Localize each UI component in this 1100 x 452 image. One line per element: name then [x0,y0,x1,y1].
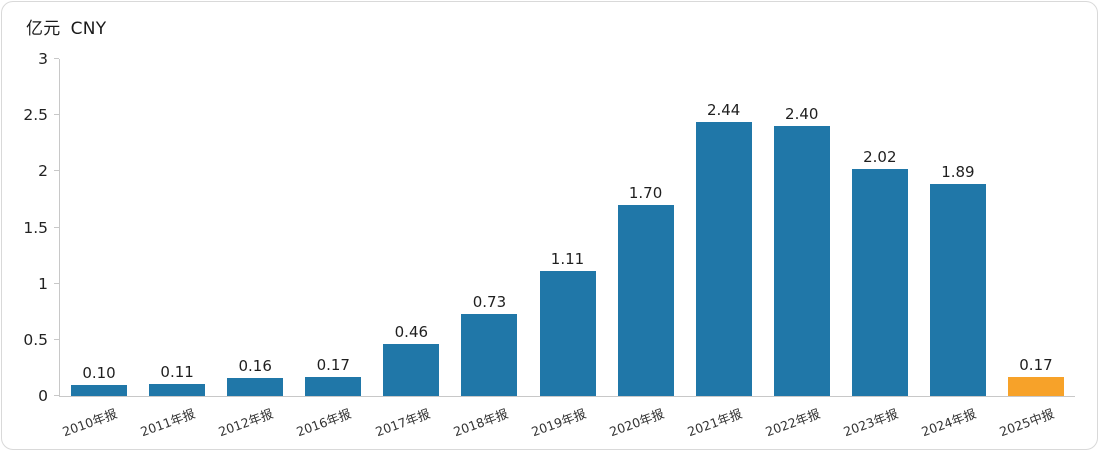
y-tick-mark [54,114,59,116]
x-tick-label: 2018年报 [451,405,510,440]
bar-value-label: 0.10 [82,363,116,382]
bar-value-label: 0.17 [1019,355,1053,374]
bar[interactable] [71,384,128,396]
bar-group: 2.40 2022年报 [763,59,841,439]
bar-group: 1.70 2020年报 [607,59,685,439]
bar-group: 1.11 2019年报 [528,59,606,439]
bar-group: 1.89 2024年报 [919,59,997,439]
bar[interactable] [1007,376,1064,396]
bar[interactable] [461,314,518,396]
y-tick-mark [54,226,59,228]
bar-group: 0.16 2012年报 [216,59,294,439]
bar-value-label: 1.89 [941,162,975,181]
y-tick-mark [54,338,59,340]
x-tick-label: 2020年报 [607,405,666,440]
x-tick-label: 2025中报 [997,405,1057,440]
y-tick-mark [54,58,59,59]
bar-group: 2.02 2023年报 [841,59,919,439]
bar[interactable] [617,205,674,396]
x-tick-label: 2012年报 [216,405,276,440]
bar-value-label: 0.17 [316,355,350,374]
bar-value-label: 0.16 [238,357,272,376]
x-tick-label: 2021年报 [685,405,744,440]
bar[interactable] [695,121,752,396]
bar[interactable] [305,376,362,396]
bar-group: 0.11 2011年报 [138,59,216,439]
bar-group: 0.17 2016年报 [294,59,372,439]
y-tick-mark [54,170,59,172]
y-tick-label: 2.5 [23,106,48,125]
plot-area: 0 0.5 1 1.5 2 2.5 3 0.10 2010年报 0.11 2011年报 0.16 20… [23,50,1075,439]
bars-container: 0.10 2010年报 0.11 2011年报 0.16 2012年报 0.17 2016年报… [60,59,1075,439]
bar-group: 0.73 2018年报 [450,59,528,439]
x-tick-label: 2024年报 [919,405,979,440]
bar[interactable] [149,383,206,396]
bar-value-label: 0.11 [160,362,194,381]
bar-value-label: 2.44 [706,100,741,119]
x-tick-label: 2016年报 [294,405,354,440]
y-tick-label: 1.5 [23,218,48,237]
y-tick-label: 2 [38,162,48,181]
x-tick-label: 2019年报 [529,405,588,440]
bar-value-label: 2.02 [863,148,897,167]
x-tick-label: 2023年报 [841,405,900,440]
y-tick-mark [54,395,59,396]
bar-value-label: 1.11 [550,250,585,269]
y-tick-label: 1 [38,274,48,293]
unit-label-en: CNY [70,19,107,39]
x-tick-label: 2011年报 [138,405,198,440]
bar-group: 2.44 2021年报 [685,59,763,439]
bar-value-label: 0.46 [394,323,429,342]
y-tick-label: 0.5 [23,330,48,349]
x-tick-label: 2022年报 [763,405,822,440]
x-tick-label: 2017年报 [372,405,432,440]
bar[interactable] [929,183,986,396]
bar-group: 0.10 2010年报 [60,59,138,439]
bar-group: 0.46 2017年报 [372,59,450,439]
bar[interactable] [227,378,284,396]
y-tick-label: 0 [38,387,48,405]
bar[interactable] [383,344,440,396]
unit-label-cn: 亿元 [26,19,61,39]
bar[interactable] [851,169,908,396]
bar-value-label: 2.40 [785,105,819,124]
bar[interactable] [539,271,596,396]
bar-value-label: 0.73 [472,293,507,311]
y-tick-mark [54,282,59,284]
bar[interactable] [773,126,830,396]
axis-unit-label: 亿元 CNY [26,14,106,39]
x-tick-label: 2010年报 [60,405,120,440]
bar-value-label: 1.70 [628,184,663,203]
y-tick-label: 3 [38,50,48,68]
bar-group: 0.17 2025中报 [997,59,1075,439]
